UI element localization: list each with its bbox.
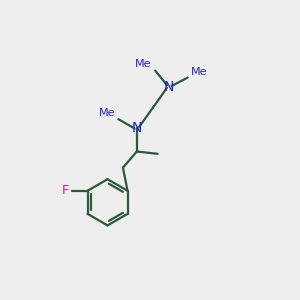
Text: Me: Me [99, 108, 115, 118]
Text: N: N [164, 80, 174, 94]
Text: N: N [132, 122, 142, 135]
Text: Me: Me [135, 59, 152, 70]
Text: F: F [62, 184, 69, 197]
Text: Me: Me [191, 67, 207, 77]
